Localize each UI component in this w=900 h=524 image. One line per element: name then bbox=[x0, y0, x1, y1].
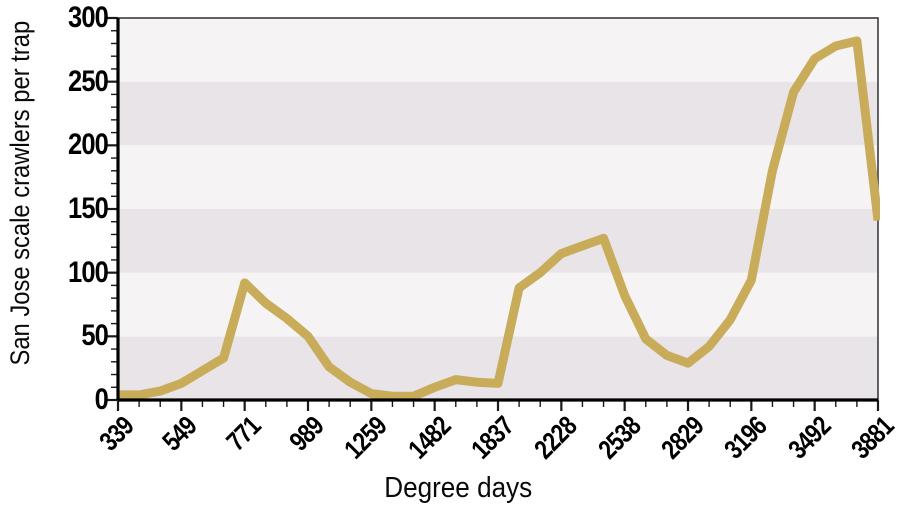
y-tick-label: 150 bbox=[67, 192, 109, 225]
x-axis-title: Degree days bbox=[118, 472, 798, 505]
plot-area bbox=[107, 16, 880, 411]
x-tick-label: 3196 bbox=[718, 411, 773, 465]
y-tick-label: 300 bbox=[67, 1, 109, 34]
y-tick-label: 200 bbox=[67, 128, 109, 162]
x-tick-label: 1259 bbox=[338, 411, 393, 465]
axis-lines bbox=[116, 18, 878, 402]
x-tick-label: 2829 bbox=[655, 411, 710, 465]
x-tick-label: 1837 bbox=[465, 411, 520, 465]
x-tick-label: 2228 bbox=[528, 411, 583, 465]
x-tick-label: 339 bbox=[93, 411, 140, 457]
y-axis-title-text: San Jose scale crawlers per trap bbox=[5, 20, 35, 366]
x-axis-title-text: Degree days bbox=[384, 472, 532, 504]
band bbox=[118, 145, 878, 209]
band bbox=[118, 81, 878, 146]
y-tick-label: 100 bbox=[67, 255, 109, 289]
x-tick-label: 771 bbox=[220, 411, 266, 457]
x-tick-label: 3492 bbox=[782, 411, 836, 465]
data-line bbox=[118, 36, 880, 401]
x-tick-label: 989 bbox=[283, 411, 330, 457]
x-tick-label: 1482 bbox=[402, 411, 456, 465]
x-tick-label: 2538 bbox=[592, 411, 646, 465]
x-tick-label: 3881 bbox=[845, 411, 900, 465]
y-tick-label: 250 bbox=[67, 64, 109, 98]
y-tick-label: 50 bbox=[81, 319, 109, 353]
x-tick-label: 549 bbox=[156, 411, 203, 457]
y-tick-label: 0 bbox=[94, 383, 109, 416]
band bbox=[118, 18, 878, 82]
y-axis-title: San Jose scale crawlers per trap bbox=[3, 21, 37, 389]
